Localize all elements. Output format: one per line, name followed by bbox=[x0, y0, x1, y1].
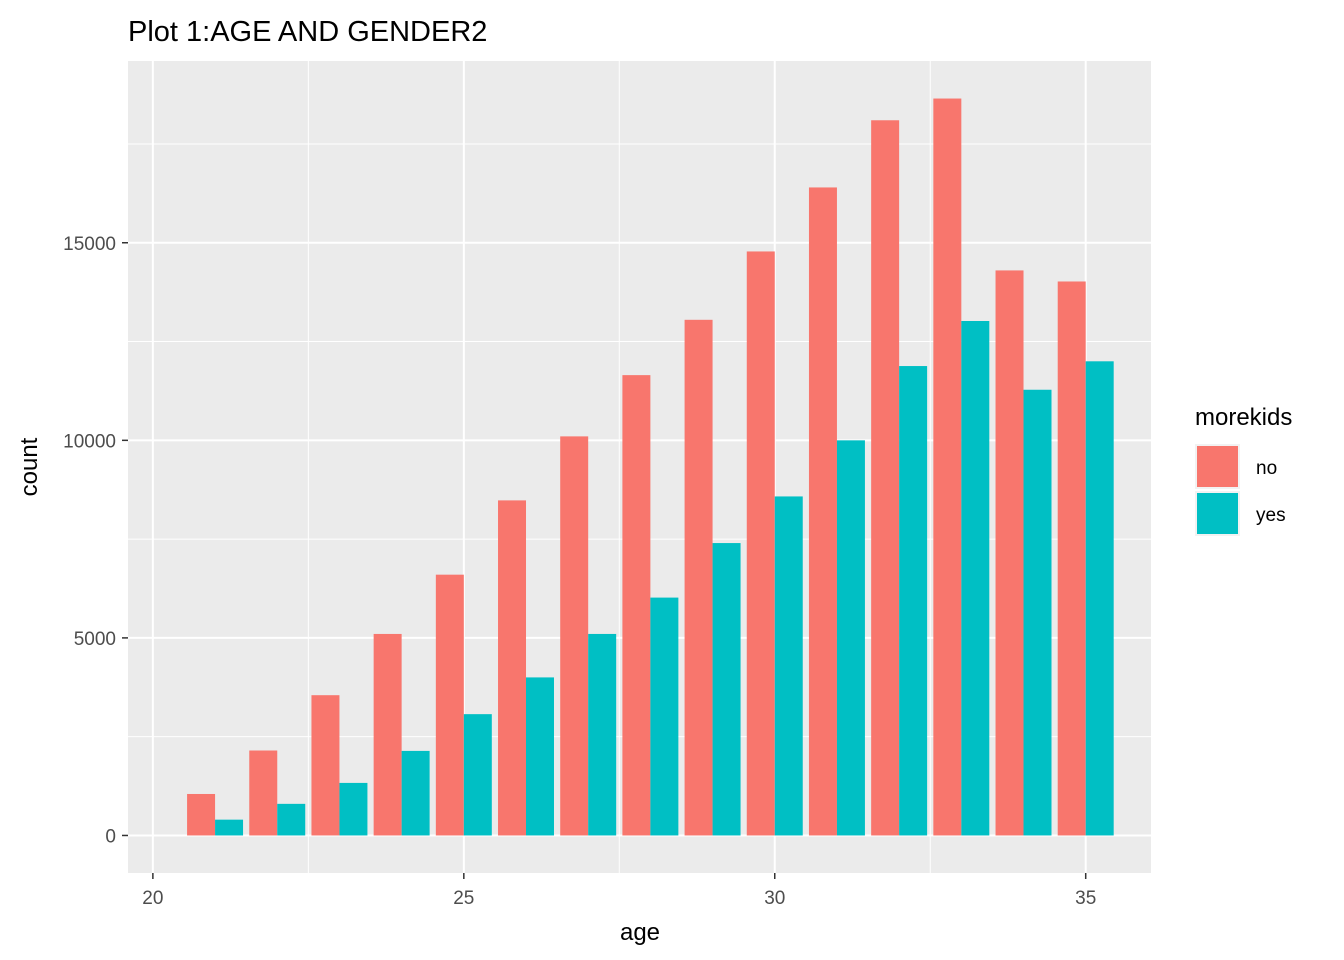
x-tick-label-0: 20 bbox=[142, 888, 163, 909]
bar-yes-29 bbox=[712, 543, 741, 836]
bar-no-29 bbox=[684, 319, 713, 836]
y-tick-label-0: 0 bbox=[105, 826, 116, 847]
bar-yes-25 bbox=[463, 714, 492, 836]
bar-no-24 bbox=[373, 633, 402, 836]
x-tick-label-1: 25 bbox=[453, 888, 474, 909]
bar-no-22 bbox=[249, 750, 278, 836]
bar-no-28 bbox=[622, 375, 651, 836]
bar-no-32 bbox=[871, 120, 900, 836]
bar-yes-33 bbox=[961, 320, 990, 836]
bar-no-27 bbox=[560, 436, 589, 836]
bar-yes-28 bbox=[650, 597, 679, 836]
legend-label-no: no bbox=[1256, 458, 1277, 479]
legend-swatch-no bbox=[1197, 446, 1238, 487]
bar-yes-24 bbox=[401, 750, 430, 836]
y-tick-label-2: 10000 bbox=[63, 431, 116, 452]
legend-swatch-yes bbox=[1197, 493, 1238, 534]
x-tick-label-2: 30 bbox=[764, 888, 785, 909]
y-tick-label-3: 15000 bbox=[63, 234, 116, 255]
bar-no-30 bbox=[746, 251, 775, 836]
legend-label-yes: yes bbox=[1256, 505, 1286, 526]
bar-yes-35 bbox=[1085, 361, 1114, 836]
bar-yes-31 bbox=[836, 440, 865, 836]
x-tick-label-3: 35 bbox=[1075, 888, 1096, 909]
bar-yes-21 bbox=[215, 819, 244, 836]
bar-no-21 bbox=[187, 793, 216, 836]
chart-title: Plot 1:AGE AND GENDER2 bbox=[128, 16, 487, 48]
legend: morekids no yes bbox=[1195, 404, 1292, 536]
bar-no-34 bbox=[995, 270, 1024, 836]
bar-yes-32 bbox=[899, 366, 928, 836]
bar-yes-26 bbox=[526, 677, 554, 836]
y-axis-title: count bbox=[16, 437, 43, 496]
bar-no-33 bbox=[933, 98, 962, 836]
x-axis-title: age bbox=[620, 919, 660, 946]
bar-no-26 bbox=[498, 500, 527, 836]
bar-yes-27 bbox=[588, 633, 617, 836]
bars bbox=[187, 98, 1114, 836]
bar-yes-30 bbox=[774, 496, 803, 836]
bar-yes-34 bbox=[1023, 389, 1052, 836]
bar-yes-22 bbox=[277, 803, 306, 836]
y-tick-label-1: 5000 bbox=[74, 629, 116, 650]
y-axis-ticks: 0 5000 10000 15000 bbox=[63, 234, 128, 847]
bar-yes-23 bbox=[339, 782, 368, 836]
bar-no-23 bbox=[311, 695, 340, 836]
bar-no-35 bbox=[1057, 281, 1086, 836]
bar-no-25 bbox=[435, 574, 464, 836]
bar-no-31 bbox=[808, 187, 837, 836]
x-axis-ticks: 20 25 30 35 bbox=[142, 873, 1096, 909]
legend-title: morekids bbox=[1195, 404, 1292, 431]
